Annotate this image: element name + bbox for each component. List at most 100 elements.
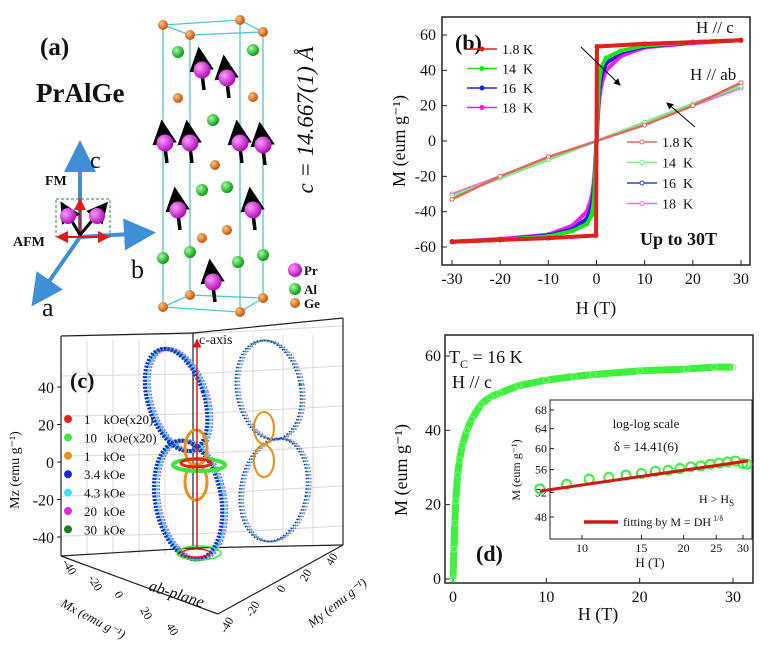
x-tick-label: 10 bbox=[637, 271, 653, 288]
legend-marker bbox=[64, 451, 72, 460]
data-point bbox=[710, 363, 718, 371]
axis-box-edge bbox=[60, 555, 219, 615]
x-axis-label: Mx (emu g⁻¹) bbox=[58, 595, 128, 642]
data-point bbox=[545, 235, 551, 241]
z-axis-label: Mz (emu g⁻¹) bbox=[8, 431, 23, 509]
legend-marker bbox=[639, 201, 645, 206]
inset-x-tick-label: 25 bbox=[710, 541, 722, 555]
data-point bbox=[496, 389, 504, 397]
legend-label: 30 kOe bbox=[84, 522, 125, 537]
x-tick-label: 0 bbox=[449, 589, 457, 606]
al-legend-label: Al bbox=[304, 282, 317, 297]
y-tick-label: 0 bbox=[433, 571, 441, 588]
data-point bbox=[636, 367, 644, 375]
al-atom bbox=[221, 181, 233, 193]
y-tick-label: -20 bbox=[242, 599, 262, 620]
legend-label: 20 kOe bbox=[84, 504, 125, 519]
ge-atom bbox=[173, 93, 183, 103]
pr-atom bbox=[244, 201, 262, 219]
panel-a-label: (a) bbox=[40, 34, 69, 61]
data-point bbox=[729, 363, 737, 371]
inset-data-point bbox=[674, 463, 686, 475]
inset-x-tick-label: 15 bbox=[635, 541, 647, 555]
pr-atom bbox=[193, 61, 211, 79]
al-atom bbox=[207, 114, 219, 126]
data-point bbox=[545, 154, 551, 160]
panel-a-crystal-structure: (a) PrAlGe c = 14.667(1) Å c b a FM AFM … bbox=[13, 15, 320, 322]
c-axis-label: c bbox=[90, 148, 101, 174]
inset-x-tick-label: 10 bbox=[576, 541, 588, 555]
grid-line bbox=[192, 525, 344, 535]
y-tick-label: 40 bbox=[425, 422, 441, 439]
cell-edge bbox=[162, 19, 241, 26]
data-point bbox=[542, 376, 550, 384]
data-point bbox=[497, 173, 503, 179]
pr-atom bbox=[169, 201, 187, 219]
cell-edge bbox=[189, 31, 264, 36]
data-point bbox=[690, 39, 696, 45]
3d-data-lobes bbox=[142, 339, 312, 562]
y-tick-label: -60 bbox=[415, 239, 436, 256]
legend-label: 3.4 kOe bbox=[84, 467, 125, 482]
compound-name: PrAlGe bbox=[36, 78, 124, 108]
x-tick-label: -30 bbox=[441, 271, 462, 288]
legend-label: 1.8 K bbox=[502, 43, 533, 58]
grid-line bbox=[60, 453, 194, 457]
cell-edge bbox=[162, 306, 241, 313]
data-point bbox=[452, 497, 460, 505]
b-axis-label: b bbox=[131, 255, 144, 284]
pr-atom bbox=[218, 69, 236, 87]
x-tick-label: 30 bbox=[725, 589, 741, 606]
legend: 1.8 K 14 K 16 K 18 K 1.8 K 14 K 16 K 18 K bbox=[467, 43, 693, 213]
inset-y-tick-label: 48 bbox=[535, 510, 547, 524]
plot-series bbox=[449, 37, 744, 245]
tc-annotation: TC = 16 K bbox=[449, 347, 523, 371]
panel-b-chart: -30 -20 -10 0 10 20 30 -60 -40 -20 0 20 40 60 (b) H /… bbox=[389, 16, 751, 319]
ge-atom bbox=[222, 225, 232, 235]
y-tick-label: 20 bbox=[425, 497, 441, 514]
crystal-axes: c b a FM AFM bbox=[13, 140, 156, 322]
inset-data-point bbox=[534, 483, 546, 495]
legend-marker bbox=[64, 415, 72, 423]
data-point bbox=[449, 575, 457, 583]
data-point bbox=[456, 456, 464, 464]
x-tick-label: 20 bbox=[685, 271, 701, 288]
element-legend: Pr Al Ge bbox=[288, 263, 320, 311]
pr-atom bbox=[60, 208, 76, 224]
ab-plane-annotation: ab-plane bbox=[147, 578, 206, 612]
inset-y-axis-label: M (eum g⁻¹) bbox=[509, 439, 523, 500]
inset-series bbox=[534, 455, 753, 495]
legend-label: 10 kOe(x20) bbox=[84, 430, 157, 445]
y-axis-label: My (emu g⁻¹) bbox=[304, 575, 370, 631]
data-point bbox=[451, 519, 459, 527]
data-point bbox=[738, 37, 744, 43]
inset-data-point bbox=[685, 461, 697, 473]
panel-d-label: (d) bbox=[476, 541, 503, 566]
data-point bbox=[514, 382, 522, 390]
data-point bbox=[449, 196, 455, 202]
legend-marker bbox=[639, 139, 645, 145]
data-point bbox=[738, 80, 744, 86]
inset-legend-fit-label: fitting by M = DH 1/δ bbox=[623, 514, 723, 529]
x-tick-label: 10 bbox=[538, 589, 554, 606]
grid-line bbox=[192, 485, 344, 495]
data-point bbox=[570, 372, 578, 380]
z-tick-label: 20 bbox=[38, 418, 54, 435]
lobe-projection-lower bbox=[240, 437, 310, 543]
unit-cell bbox=[152, 15, 275, 317]
x-tick-label: -10 bbox=[538, 271, 559, 288]
al-legend-marker bbox=[289, 283, 301, 295]
legend-marker bbox=[64, 507, 72, 515]
cell-edge bbox=[189, 294, 264, 299]
z-tick-label: 40 bbox=[38, 380, 54, 397]
legend-marker bbox=[479, 105, 485, 110]
fm-label: FM bbox=[45, 174, 67, 189]
annotation-h-c: H // c bbox=[696, 18, 734, 37]
data-point bbox=[569, 228, 575, 234]
legend-label: 18 K bbox=[502, 102, 533, 117]
data-point bbox=[594, 43, 600, 49]
grid-line bbox=[192, 445, 344, 455]
lattice-parameter-label: c = 14.667(1) Å bbox=[293, 46, 318, 194]
